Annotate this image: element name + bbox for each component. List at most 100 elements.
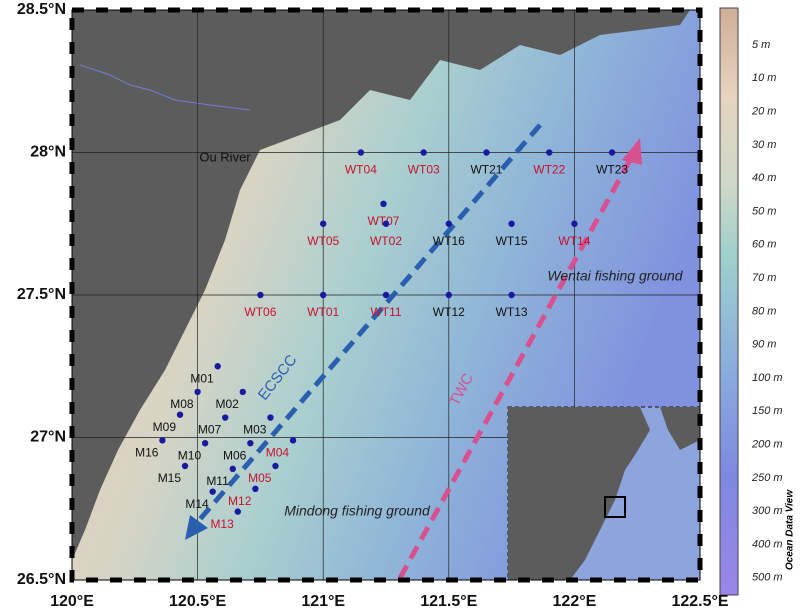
x-tick-label: 120.5°E [169, 593, 226, 610]
x-tick-label: 122°E [553, 593, 597, 610]
colorbar-label: 250 m [751, 472, 783, 484]
station [382, 291, 390, 299]
colorbar-label: 60 m [752, 239, 776, 251]
station [571, 220, 578, 227]
station-label: WT07 [367, 214, 399, 228]
colorbar-label: 300 m [752, 505, 783, 517]
station-label: M04 [266, 446, 290, 460]
station-label: M16 [135, 446, 159, 460]
mindong-label: Mindong fishing ground [284, 503, 431, 519]
inset-box [604, 496, 626, 518]
colorbar-label: 500 m [752, 572, 783, 584]
station-label: WT13 [496, 305, 528, 319]
ecscc-current [193, 123, 542, 527]
station-label: WT16 [433, 234, 465, 248]
colorbar-label: 200 m [751, 439, 783, 451]
station [382, 220, 390, 227]
x-tick-label: 121.5°E [420, 593, 477, 610]
station-label: M10 [178, 448, 202, 462]
colorbar-label: 50 m [752, 205, 776, 217]
ecscc-arrowhead [185, 515, 208, 540]
station-label: M14 [185, 497, 209, 511]
colorbar-label: 150 m [752, 405, 783, 417]
station-label: WT01 [307, 305, 339, 319]
station [176, 411, 184, 418]
station [159, 437, 166, 444]
station-label: WT12 [433, 305, 465, 319]
station-label: WT05 [307, 234, 339, 248]
station [229, 465, 236, 473]
colorbar-label: 90 m [752, 339, 776, 351]
station-label: WT02 [370, 234, 402, 248]
station [508, 220, 515, 227]
station-label: M12 [228, 494, 252, 508]
y-tick-label: 27.5°N [17, 286, 66, 303]
station-label: M01 [190, 371, 214, 385]
y-tick-label: 26.5°N [17, 571, 66, 588]
wentai-label: Wentai fishing ground [547, 268, 683, 284]
twc-arrowhead [622, 138, 642, 165]
station [508, 291, 515, 299]
station-label: WT06 [244, 305, 276, 319]
station-label: M09 [153, 420, 177, 434]
colorbar [719, 7, 739, 596]
station [608, 149, 616, 156]
station-label: M08 [170, 397, 194, 411]
station [252, 485, 259, 492]
station-label: WT23 [596, 163, 628, 177]
y-tick-label: 28.5°N [17, 1, 66, 18]
colorbar-label: 70 m [752, 272, 776, 284]
station [380, 200, 387, 207]
inset-land [508, 407, 650, 580]
station [194, 388, 201, 396]
river-label: Ou River [199, 149, 251, 164]
station [483, 149, 490, 156]
station [420, 149, 427, 156]
colorbar-label: 100 m [752, 372, 783, 384]
credit: Ocean Data View [785, 489, 796, 570]
station [272, 462, 279, 470]
land [72, 10, 690, 560]
station-label: M02 [215, 397, 239, 411]
station [320, 291, 327, 299]
map-border [71, 9, 701, 581]
station [289, 437, 297, 444]
station-label: M06 [223, 448, 247, 462]
colorbar-label: 30 m [752, 139, 776, 151]
station [546, 149, 553, 156]
y-tick-label: 28°N [30, 144, 66, 161]
inset-land [660, 407, 700, 450]
station-label: WT04 [345, 163, 377, 177]
station [247, 440, 254, 447]
station [181, 462, 189, 470]
station-label: M13 [210, 517, 234, 531]
station-label: M05 [248, 471, 272, 485]
station [445, 291, 452, 299]
station-label: WT21 [470, 163, 502, 177]
twc-current [397, 158, 633, 580]
colorbar-label: 400 m [752, 538, 783, 550]
station [320, 220, 327, 227]
station-label: M11 [206, 474, 229, 488]
colorbar-label: 40 m [752, 172, 776, 184]
station [214, 363, 221, 370]
station-label: WT22 [533, 163, 565, 177]
inset-map [507, 406, 701, 581]
station [234, 508, 241, 515]
station-label: WT15 [496, 234, 528, 248]
x-tick-label: 121°E [301, 593, 345, 610]
station-label: WT14 [558, 234, 590, 248]
station [445, 220, 452, 227]
station [222, 414, 229, 421]
station-label: M15 [158, 471, 182, 485]
x-tick-label: 122.5°E [671, 593, 728, 610]
river [79, 64, 251, 111]
station-label: WT11 [370, 305, 401, 319]
station-label: WT03 [408, 163, 440, 177]
station-label: M07 [198, 423, 222, 437]
colorbar-label: 20 m [751, 106, 776, 118]
y-tick-label: 27°N [30, 429, 66, 446]
station-label: M03 [243, 423, 267, 437]
station [209, 488, 216, 495]
